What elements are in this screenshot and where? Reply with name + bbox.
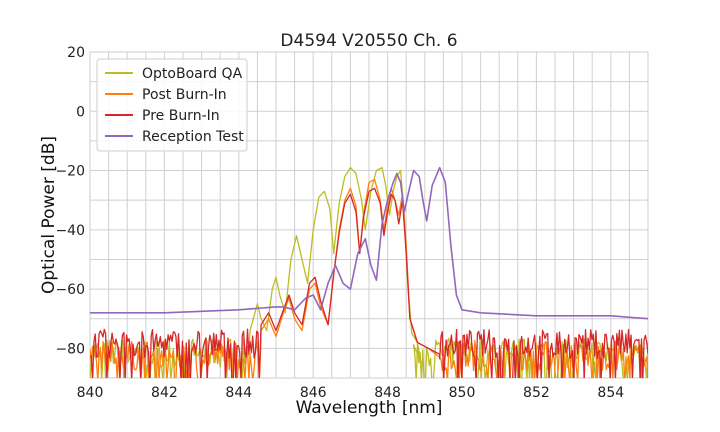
legend: OptoBoard QA Post Burn-In Pre Burn-In Recep… bbox=[96, 58, 248, 152]
legend-label: Pre Burn-In bbox=[142, 108, 220, 124]
legend-box bbox=[96, 58, 248, 152]
x-tick-label: 840 bbox=[77, 385, 104, 401]
y-axis-title: Optical Power [dB] bbox=[39, 136, 59, 294]
x-tick-label: 844 bbox=[225, 385, 252, 401]
y-tick-label: −80 bbox=[55, 341, 85, 357]
series-line-pre-burn-in bbox=[90, 187, 648, 378]
y-tick-label: −60 bbox=[55, 282, 85, 298]
x-tick-label: 846 bbox=[300, 385, 327, 401]
x-tick-label: 848 bbox=[374, 385, 401, 401]
x-axis-title: Wavelength [nm] bbox=[296, 398, 443, 418]
y-tick-label: −40 bbox=[55, 223, 85, 239]
x-tick-label: 854 bbox=[597, 385, 624, 401]
x-tick-label: 852 bbox=[523, 385, 550, 401]
x-tick-label: 842 bbox=[151, 385, 178, 401]
series-line-reception-test bbox=[90, 166, 648, 320]
y-tick-label: 0 bbox=[76, 104, 85, 120]
y-tick-label: −20 bbox=[55, 164, 85, 180]
series-group bbox=[90, 166, 648, 378]
legend-label: OptoBoard QA bbox=[142, 66, 243, 82]
legend-label: Post Burn-In bbox=[142, 87, 227, 103]
legend-label: Reception Test bbox=[142, 129, 244, 145]
y-tick-label: 20 bbox=[67, 45, 85, 61]
plot-frame bbox=[89, 51, 649, 379]
x-tick-label: 850 bbox=[449, 385, 476, 401]
chart-title: D4594 V20550 Ch. 6 bbox=[280, 31, 457, 51]
